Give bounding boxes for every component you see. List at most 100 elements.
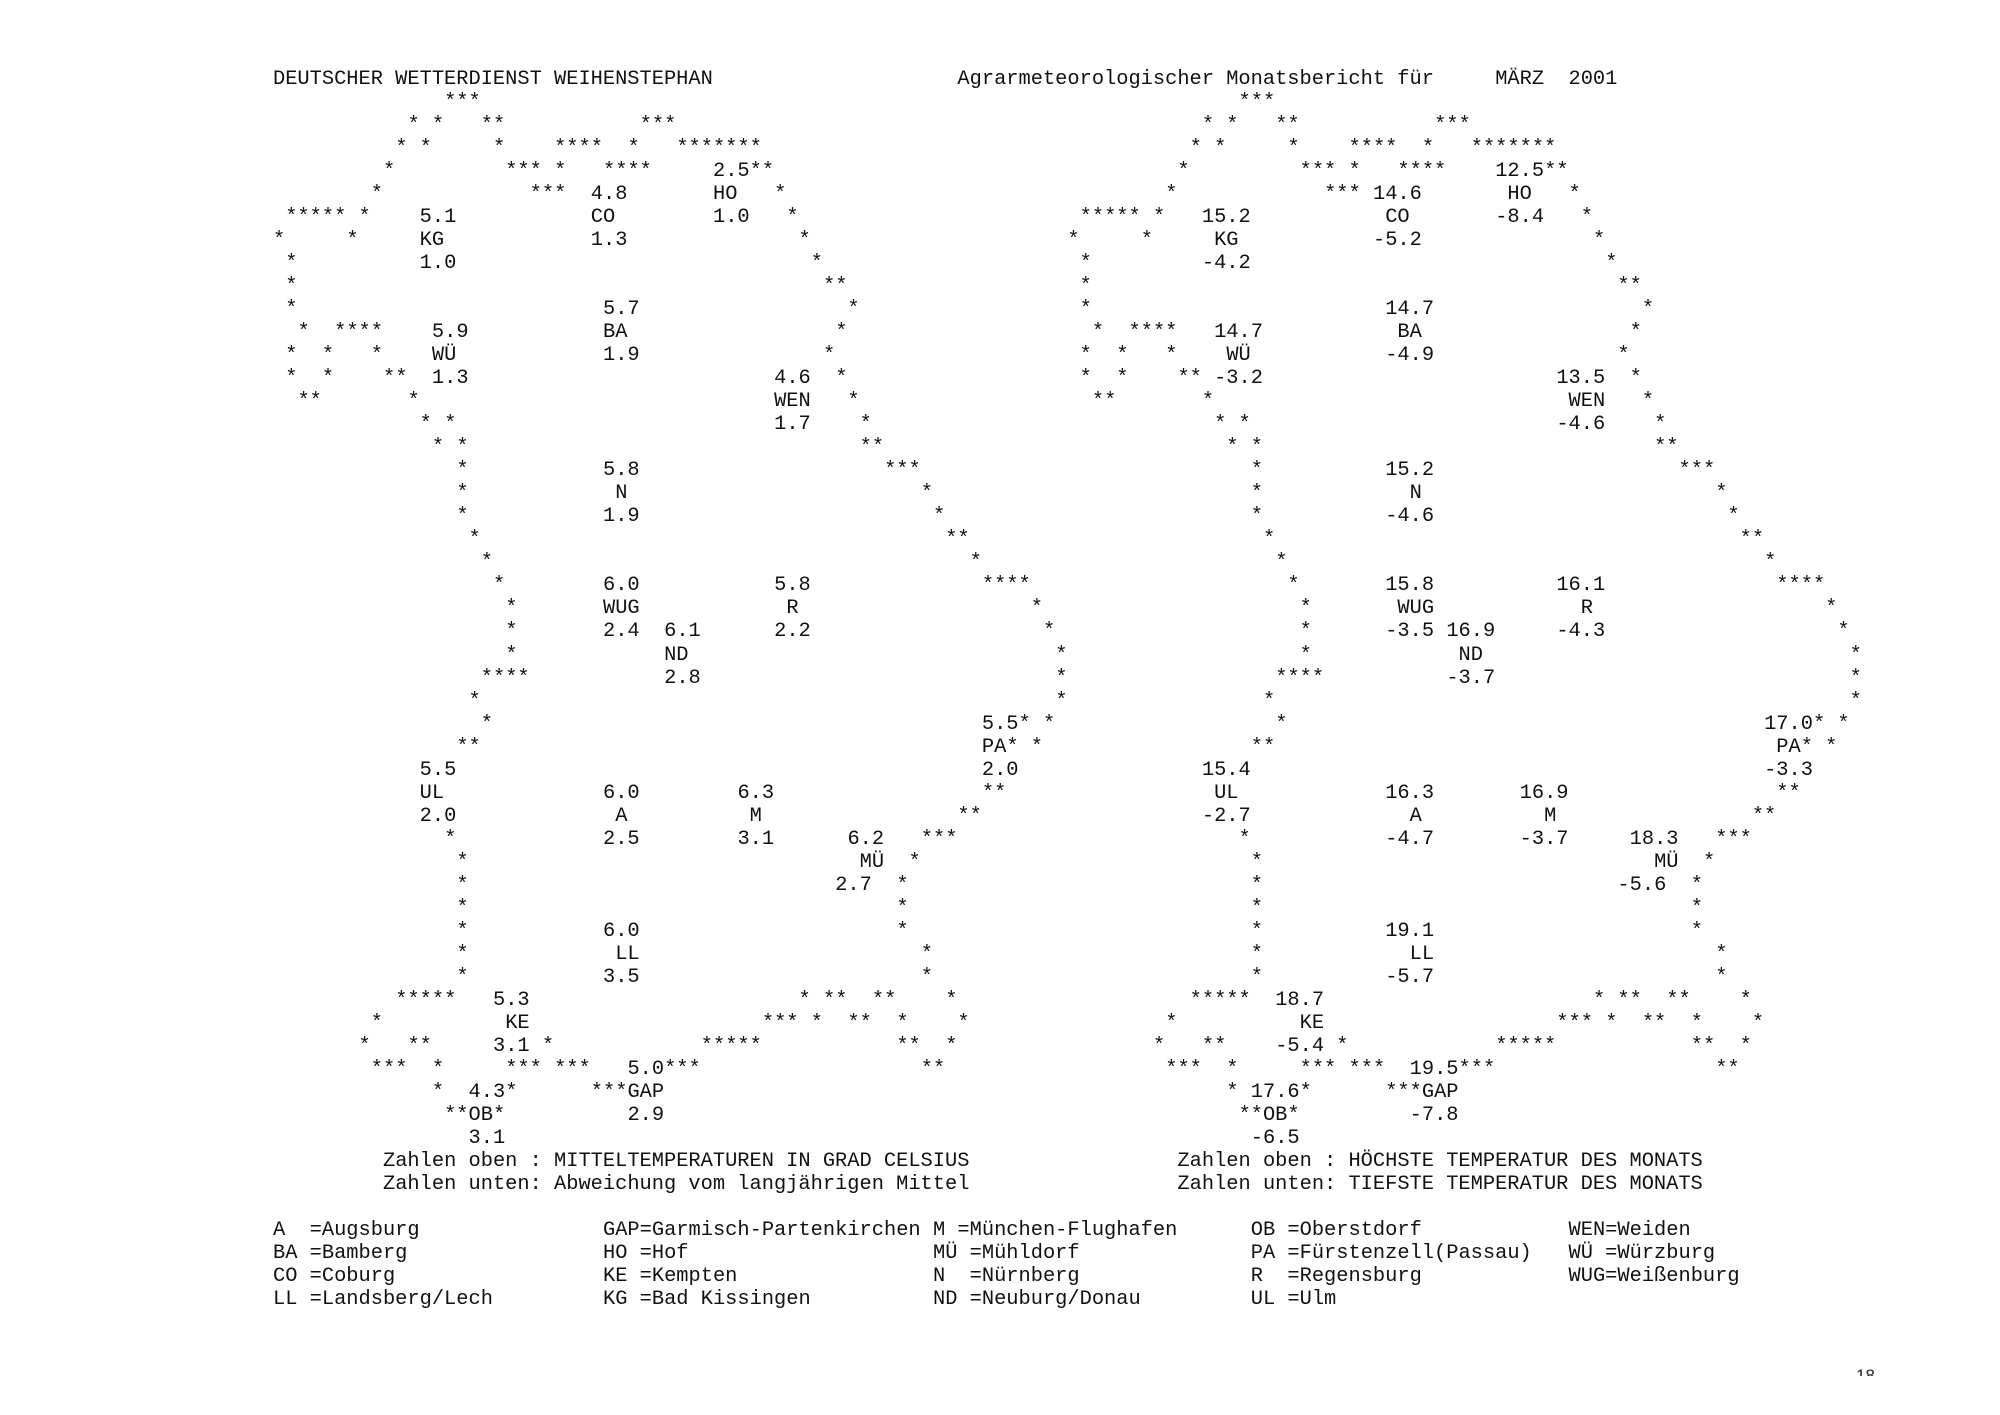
map-outline-stars: * — [1641, 298, 1655, 322]
map-outline-stars: * — [1715, 965, 1728, 989]
map-outline-stars: ** — [1641, 1011, 1667, 1035]
left-station-deviation: 3.1 — [493, 1034, 530, 1058]
map-outline-stars: ** — [1250, 735, 1276, 759]
left-station-code: WUG — [602, 597, 640, 621]
right-station-max: 16.3 — [1385, 781, 1435, 805]
map-outline-stars: * — [908, 850, 921, 874]
map-outline-stars: **** — [1397, 160, 1447, 184]
left-station-deviation: 2.0 — [981, 758, 1019, 782]
left-station-mean: 6.1 — [664, 620, 701, 644]
map-outline-stars: * — [1727, 505, 1740, 529]
map-outline-stars: * — [444, 827, 457, 851]
map-outline-stars: **** — [981, 574, 1031, 598]
map-outline-stars: * — [896, 873, 909, 897]
map-outline-stars: * — [798, 988, 811, 1012]
left-station-code: KE — [505, 1011, 530, 1035]
right-station-max: 17.0 — [1764, 712, 1813, 736]
map-outline-stars: * — [1825, 735, 1838, 759]
map-outline-stars: * — [1592, 988, 1606, 1012]
map-outline-stars: **** — [1128, 321, 1178, 345]
map-outline-stars: * — [969, 551, 982, 575]
map-outline-stars: * — [1030, 597, 1043, 621]
map-outline-stars: *** — [1348, 1057, 1386, 1081]
map-outline-stars: *** — [1238, 91, 1276, 115]
right-station-code: A — [1409, 804, 1422, 828]
map-outline-stars: * — [297, 321, 310, 345]
map-outline-stars: * — [920, 482, 933, 506]
map-outline-stars: * — [810, 252, 823, 276]
right-station-max: 18.7 — [1275, 988, 1325, 1012]
map-outline-stars: **** — [1776, 574, 1826, 598]
map-outline-stars: ** — [920, 1057, 946, 1081]
map-outline-stars: * — [920, 942, 933, 966]
map-outline-stars: * — [1299, 643, 1312, 667]
map-outline-stars: ** — [1091, 390, 1117, 414]
map-outline-stars: * — [1715, 942, 1728, 966]
map-outline-stars: * — [505, 1080, 518, 1104]
legend-entry: WUG=Weißenburg — [1568, 1265, 1740, 1289]
map-outline-stars: * — [285, 344, 298, 368]
map-outline-stars: * — [1849, 643, 1862, 667]
right-station-min: -3.2 — [1214, 367, 1263, 391]
map-outline-stars: ** — [1690, 1034, 1716, 1058]
map-outline-stars: * — [419, 137, 432, 161]
map-outline-stars: * — [1690, 896, 1703, 920]
legend-entry: HO =Hof — [602, 1242, 689, 1266]
right-station-max: 18.3 — [1629, 827, 1679, 851]
map-outline-stars: * — [1287, 574, 1300, 598]
left-station-mean: 4.8 — [590, 183, 628, 207]
map-outline-stars: * — [1091, 321, 1105, 345]
map-outline-stars: * — [1690, 919, 1703, 943]
left-station-deviation: 1.9 — [603, 344, 640, 368]
map-outline-stars: * — [1336, 1034, 1349, 1058]
map-outline-stars: * — [1739, 1034, 1752, 1058]
map-outline-stars: * — [1214, 413, 1227, 437]
right-station-code: UL — [1214, 781, 1239, 805]
map-outline-stars: ** — [957, 804, 982, 828]
right-station-min: -5.7 — [1385, 965, 1435, 989]
right-station-max: 17.6 — [1250, 1080, 1300, 1104]
map-outline-stars: * — [859, 413, 872, 437]
left-station-mean: 5.5 — [419, 758, 457, 782]
right-station-min: -4.9 — [1385, 344, 1435, 368]
map-outline-stars: * — [505, 643, 518, 667]
map-outline-stars: * — [370, 183, 383, 207]
map-outline-stars: * — [1189, 137, 1202, 161]
left-station-code: OB — [468, 1103, 493, 1127]
left-caption-bottom: Zahlen unten: Abweichung vom langjährige… — [382, 1172, 970, 1196]
map-outline-stars: * — [1287, 137, 1300, 161]
left-station-code: UL — [419, 781, 445, 805]
left-station-deviation: 1.7 — [774, 413, 811, 437]
map-outline-stars: * — [285, 252, 298, 276]
map-outline-stars: ** — [896, 1034, 921, 1058]
map-outline-stars: * — [1605, 252, 1618, 276]
map-outline-stars: * — [1299, 597, 1312, 621]
map-outline-stars: * — [468, 689, 481, 713]
map-outline-stars: ** — [297, 390, 322, 414]
map-outline-stars: ***** — [700, 1034, 762, 1058]
left-station-code: KG — [419, 229, 445, 253]
right-station-max: 15.8 — [1385, 574, 1435, 598]
left-station-mean: 4.3 — [468, 1080, 506, 1104]
left-station-deviation: 3.5 — [603, 965, 640, 989]
map-outline-stars: * — [1079, 367, 1092, 391]
right-station-code: OB — [1262, 1103, 1288, 1127]
map-outline-stars: * — [444, 413, 457, 437]
map-outline-stars: ***** — [1495, 1034, 1557, 1058]
map-outline-stars: * — [285, 298, 298, 322]
map-outline-stars: * — [1690, 873, 1703, 897]
map-outline-stars: ** — [1654, 436, 1679, 460]
legend-entry: ND =Neuburg/Donau — [932, 1288, 1141, 1312]
map-outline-stars: ** — [1201, 1034, 1227, 1058]
right-station-max: 19.1 — [1385, 919, 1435, 943]
right-station-max: 15.2 — [1201, 206, 1251, 230]
map-outline-stars: ***** — [1079, 206, 1141, 230]
left-station-code: LL — [615, 942, 640, 966]
map-outline-stars: * — [468, 528, 481, 552]
map-outline-stars: ** — [1617, 275, 1642, 299]
right-station-max: 12.5 — [1495, 160, 1545, 184]
map-outline-stars: ** — [945, 528, 970, 552]
map-outline-stars: * — [798, 229, 811, 253]
map-outline-stars: * — [1348, 160, 1361, 184]
left-station-code: N — [615, 482, 628, 506]
